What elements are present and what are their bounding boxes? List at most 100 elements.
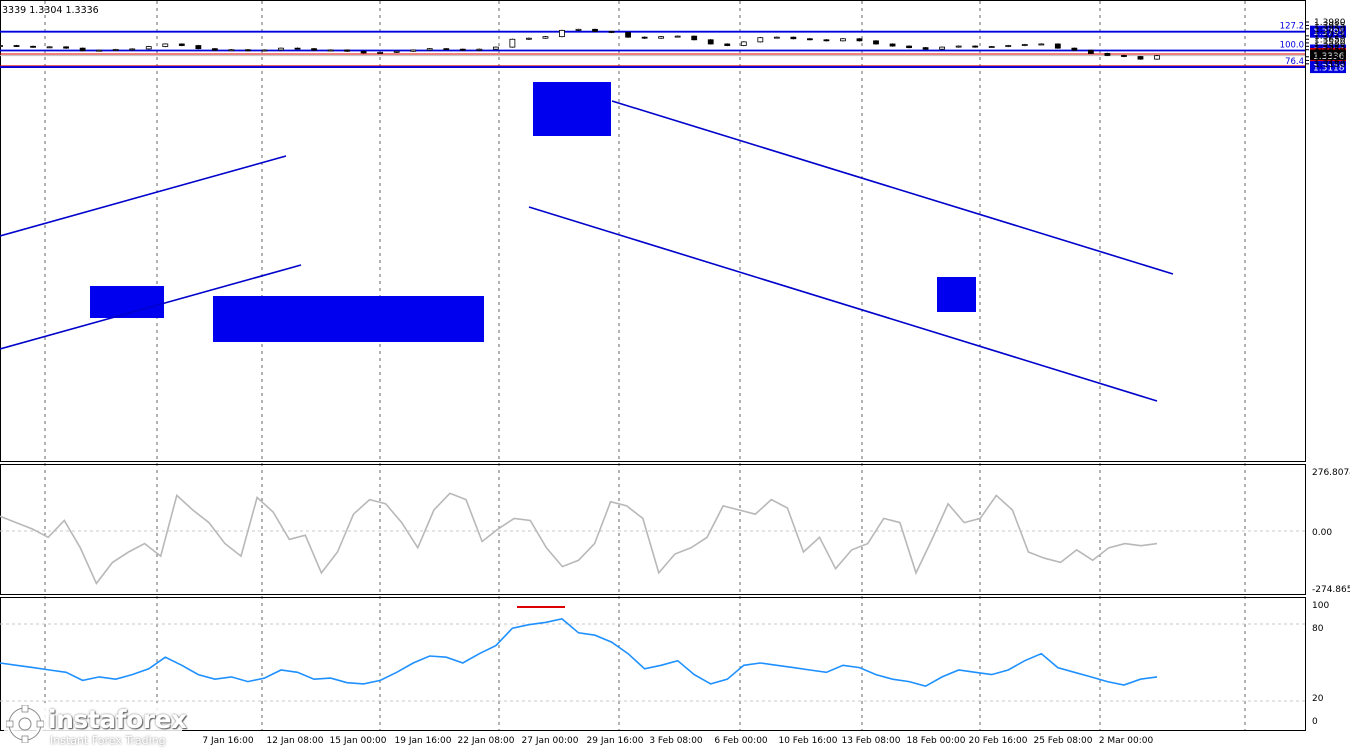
candle-body (393, 50, 400, 53)
candle-body (972, 45, 979, 48)
candle-body (459, 48, 466, 51)
zone-box-3 (533, 82, 611, 136)
level-tag-text: 1.3336 (1313, 52, 1345, 62)
price-tick-label: 1.3245 (1314, 56, 1346, 66)
candle-body (13, 45, 20, 47)
candle-body (344, 49, 351, 52)
channel-lower (528, 206, 1158, 402)
candle-body (245, 49, 251, 52)
candle-body (492, 46, 499, 50)
level-tag-text: 1.3795 (1313, 28, 1345, 38)
zone-box-1 (90, 286, 164, 318)
candle-body (178, 43, 185, 46)
price-axis: 1.39801.39151.38501.37151.36501.35801.35… (1305, 18, 1346, 70)
candle-body (443, 48, 450, 51)
price-tick-label: 1.3315 (1314, 53, 1346, 63)
candle-body (1087, 49, 1094, 54)
candle-body (790, 36, 797, 40)
rsi-label: 100 (1312, 601, 1329, 611)
time-label: 6 Feb 00:00 (714, 736, 768, 746)
time-label: 25 Feb 08:00 (1033, 736, 1092, 746)
candle-body (0, 45, 3, 47)
time-label: 22 Jan 08:00 (458, 736, 515, 746)
candle-body (1154, 55, 1160, 60)
candle-body (426, 48, 433, 51)
price-tick-label: 1.3580 (1314, 39, 1346, 49)
candle-body (955, 45, 962, 48)
candle-body (211, 48, 218, 51)
candle-body (939, 46, 946, 50)
candle-body (807, 38, 813, 41)
rsi-pane-frame (0, 597, 1306, 731)
price-tick-label: 1.3650 (1314, 35, 1346, 45)
candle-body (509, 38, 516, 48)
time-label: 3 Feb 08:00 (649, 736, 703, 746)
time-label: 18 Feb 00:00 (906, 736, 965, 746)
candle-body (1054, 43, 1061, 49)
zone-box-2 (213, 296, 484, 342)
level-tag-current-price (1310, 49, 1346, 62)
trendline-lower-left (0, 264, 302, 350)
candle-body (773, 36, 780, 39)
candle-body (906, 45, 912, 49)
trendline-upper-left (0, 155, 287, 237)
candle-body (823, 39, 830, 42)
brand-logo: instaforex Instant Forex Trading (4, 703, 187, 747)
time-label: 12 Jan 08:00 (267, 736, 324, 746)
candle-body (79, 47, 86, 52)
zones (90, 82, 976, 342)
candle-body (327, 49, 334, 52)
price-series (0, 28, 1160, 60)
candle-body (228, 49, 235, 52)
osc-bottom-label: -274.8650 (1312, 585, 1350, 595)
candle-body (1005, 45, 1012, 47)
candle-body (112, 49, 119, 51)
candle-body (559, 29, 565, 38)
candle-body (691, 35, 698, 41)
rsi-label: 0 (1312, 717, 1318, 727)
rsi-axis-labels: 100 80 20 0 (1312, 601, 1329, 727)
candle-body (96, 49, 103, 52)
candle-body (294, 47, 301, 50)
candle-body (1121, 55, 1127, 57)
channel-upper (611, 100, 1174, 275)
candle-body (757, 37, 764, 43)
osc-zero-label: 0.00 (1312, 528, 1332, 538)
price-tick-label: 1.3180 (1314, 60, 1346, 70)
trendlines (0, 100, 1174, 402)
candle-body (707, 39, 714, 45)
candle-body (476, 48, 483, 51)
candle-body (377, 51, 384, 54)
candle-body (63, 46, 70, 49)
time-label: 10 Feb 16:00 (778, 736, 837, 746)
oscillator-line (0, 492, 1158, 585)
candle-body (526, 37, 532, 40)
brand-name: instaforex (48, 705, 187, 734)
rsi-line (0, 618, 1158, 688)
candle-body (162, 43, 169, 47)
osc-top-label: 276.8074 (1312, 468, 1350, 478)
brand-tagline: Instant Forex Trading (50, 734, 166, 747)
candle-body (129, 48, 136, 51)
time-label: 20 Feb 16:00 (968, 736, 1027, 746)
candle-body (1137, 56, 1144, 60)
rsi-label: 80 (1312, 624, 1324, 634)
candle-body (658, 36, 665, 39)
candle-body (724, 43, 731, 46)
price-tick-label: 1.3850 (1314, 25, 1346, 35)
time-label: 7 Jan 16:00 (202, 736, 254, 746)
level-tag-fib-76 (1310, 61, 1346, 74)
candle-body (592, 28, 598, 32)
candle-body (46, 46, 53, 49)
candle-body (840, 38, 846, 42)
candle-body (261, 49, 268, 52)
candle-body (889, 43, 896, 47)
candle-body (410, 49, 417, 52)
candle-body (625, 32, 631, 38)
candle-body (608, 31, 615, 33)
fib-label: 100.0 (1280, 41, 1304, 51)
price-tick-label: 1.3515 (1314, 42, 1346, 52)
candle-body (311, 48, 317, 51)
